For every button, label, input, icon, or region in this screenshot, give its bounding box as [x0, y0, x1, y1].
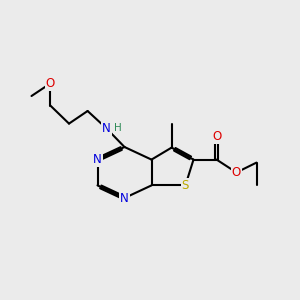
Text: N: N — [120, 191, 129, 205]
Text: S: S — [182, 179, 189, 192]
Text: O: O — [212, 130, 221, 143]
Text: O: O — [232, 166, 241, 179]
Text: N: N — [102, 122, 111, 135]
Text: O: O — [46, 77, 55, 90]
Text: H: H — [114, 123, 122, 134]
Text: N: N — [93, 153, 102, 166]
